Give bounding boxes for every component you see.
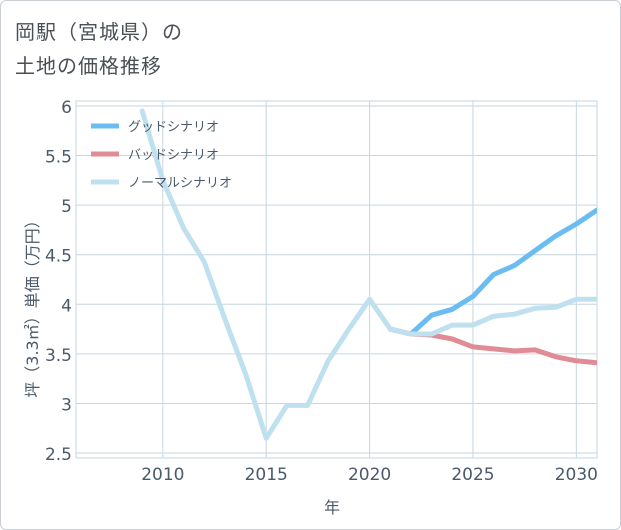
y-axis-label: 坪（3.3㎡）単価（万円） [23, 212, 42, 397]
legend-item-2: ノーマルシナリオ [91, 176, 232, 191]
axes: 2.5 3 3.5 4 4.5 5 5.5 6 2010 2015 2020 2025 2030 [45, 98, 598, 485]
chart-title-line1: 岡駅（宮城県）の [15, 20, 183, 44]
y-tick-label: 3 [61, 395, 72, 415]
legend-label: グッドシナリオ [128, 120, 219, 135]
y-tick-label: 5 [61, 197, 72, 217]
plot-frame [75, 100, 598, 459]
x-tick-label: 2015 [245, 465, 288, 485]
x-tick-label: 2025 [451, 465, 494, 485]
legend-label: バッドシナリオ [128, 148, 219, 163]
series-line-0 [387, 207, 597, 337]
x-tick-label: 2030 [555, 465, 598, 485]
grid-lines [75, 100, 598, 459]
legend-label: ノーマルシナリオ [128, 176, 232, 191]
series-line-2 [139, 108, 597, 441]
y-tick-label: 5.5 [45, 148, 72, 168]
legend-item-1: バッドシナリオ [91, 148, 219, 163]
x-tick-label: 2020 [348, 465, 391, 485]
y-tick-label: 6 [61, 98, 72, 118]
y-tick-label: 3.5 [45, 346, 72, 366]
y-tick-label: 4 [61, 296, 72, 316]
y-tick-label: 2.5 [45, 445, 72, 465]
chart-title-line2: 土地の価格推移 [15, 54, 162, 78]
chart-title: 岡駅（宮城県）の 土地の価格推移 [15, 15, 183, 83]
y-tick-label: 4.5 [45, 247, 72, 267]
x-tick-label: 2010 [141, 465, 184, 485]
series-lines [139, 108, 597, 441]
legend-item-0: グッドシナリオ [91, 120, 219, 135]
x-axis-label: 年 [324, 498, 340, 517]
